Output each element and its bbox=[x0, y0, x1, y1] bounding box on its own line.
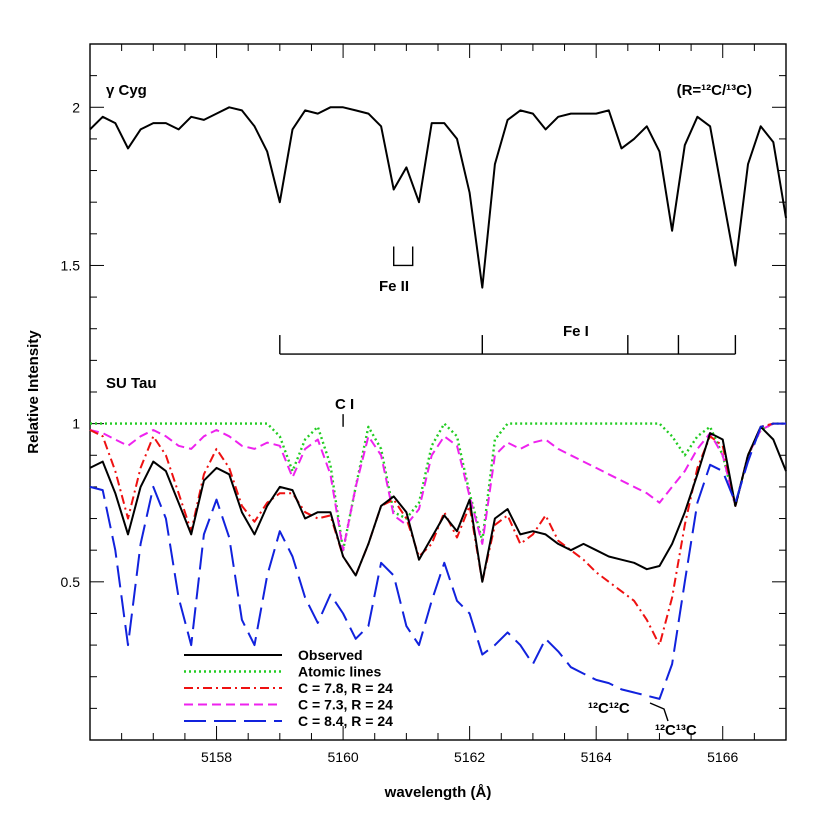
x-tick-label: 5158 bbox=[201, 749, 232, 765]
series-layer bbox=[89, 106, 787, 700]
y-tick-label: 0.5 bbox=[61, 574, 81, 590]
line-markers bbox=[279, 246, 737, 427]
series-line bbox=[89, 422, 786, 552]
annotation-star-top: γ Cyg bbox=[106, 82, 147, 99]
x-tick-label: 5162 bbox=[454, 749, 485, 765]
y-tick-label: 1.5 bbox=[61, 257, 81, 273]
annotation-c1: C I bbox=[335, 396, 354, 413]
annotation-c12c12: ¹²C¹²C bbox=[588, 700, 630, 717]
annotation-fe1: Fe I bbox=[563, 323, 589, 340]
y-tick-label: 1 bbox=[72, 416, 80, 432]
y-tick-label: 2 bbox=[72, 99, 80, 115]
y-tick-labels: 0.5 1 1.5 2 bbox=[61, 99, 81, 590]
c12c12-pointer bbox=[649, 702, 669, 722]
x-axis-title: wavelength (Å) bbox=[384, 784, 492, 801]
legend-label: Atomic lines bbox=[298, 664, 381, 680]
legend-label: Observed bbox=[298, 647, 363, 663]
x-tick-label: 5166 bbox=[707, 749, 738, 765]
x-tick-label: 5160 bbox=[328, 749, 359, 765]
legend-label: C = 7.8, R = 24 bbox=[298, 680, 393, 696]
series-line bbox=[89, 425, 787, 583]
annotation-ratio-note: (R=¹²C/¹³C) bbox=[677, 82, 752, 99]
legend-label: C = 8.4, R = 24 bbox=[298, 713, 393, 729]
legend-label: C = 7.3, R = 24 bbox=[298, 697, 393, 713]
fe2-bracket bbox=[393, 246, 414, 267]
x-tick-labels: 5158 5160 5162 5164 5166 bbox=[201, 749, 739, 765]
series-line bbox=[89, 106, 787, 289]
annotation-star-bottom: SU Tau bbox=[106, 375, 157, 392]
annotation-c12c13: ¹²C¹³C bbox=[655, 722, 697, 739]
y-axis-title: Relative Intensity bbox=[25, 330, 42, 454]
x-tick-label: 5164 bbox=[581, 749, 612, 765]
annotation-fe2: Fe II bbox=[379, 278, 409, 295]
series-line bbox=[89, 422, 786, 700]
series-line bbox=[90, 422, 786, 552]
axis-ticks bbox=[90, 44, 786, 740]
plot-frame bbox=[89, 43, 787, 741]
